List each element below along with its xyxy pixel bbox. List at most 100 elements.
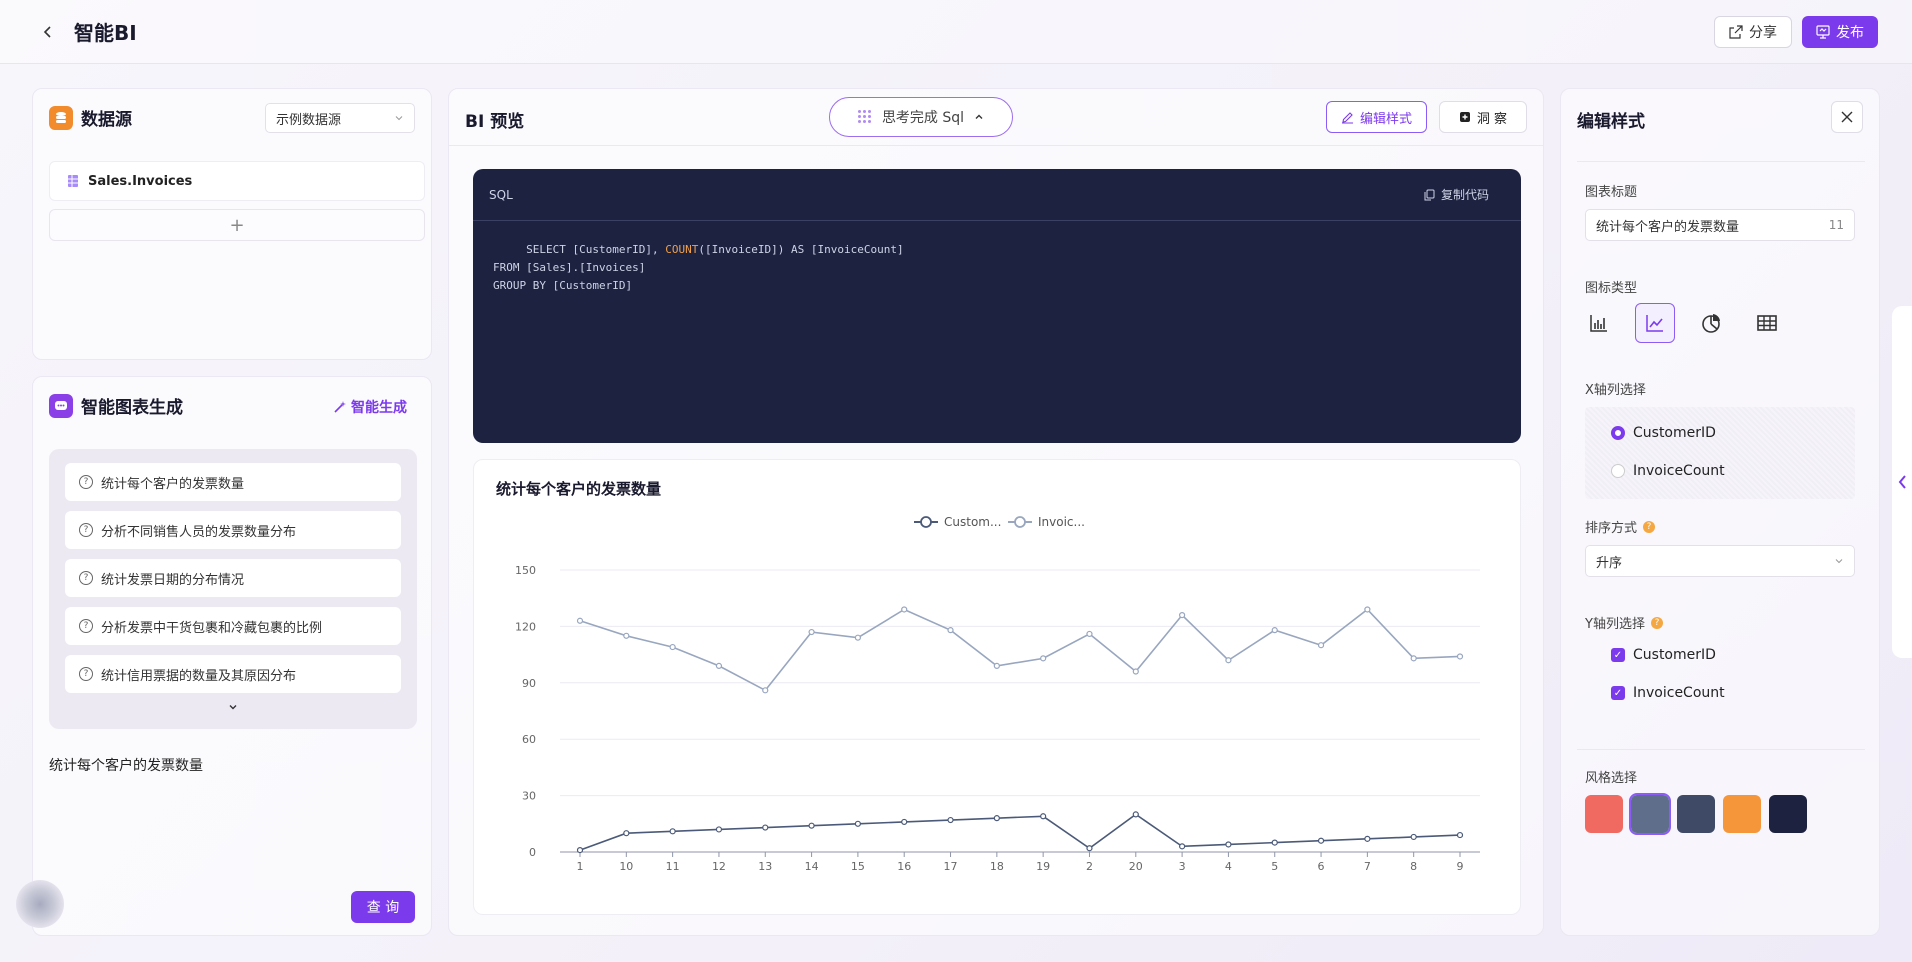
data-point[interactable] [715, 662, 723, 669]
x-option-label: CustomerID [1633, 425, 1716, 441]
style-swatch[interactable] [1769, 795, 1807, 833]
x-option-invoicecount[interactable]: InvoiceCount [1611, 463, 1725, 479]
legend-label[interactable]: Custom... [944, 515, 1001, 529]
suggestion-label: 统计发票日期的分布情况 [101, 572, 245, 588]
help-icon[interactable]: ? [1650, 616, 1663, 629]
assistant-avatar[interactable] [16, 880, 64, 928]
style-swatch[interactable] [1629, 793, 1671, 835]
data-point[interactable] [623, 632, 630, 639]
edit-style-button[interactable]: 编辑样式 [1325, 101, 1427, 133]
data-point[interactable] [576, 617, 584, 624]
x-tick-label: 11 [666, 860, 680, 873]
data-point[interactable] [808, 822, 815, 829]
sql-code[interactable]: SELECT [CustomerID], COUNT([InvoiceID]) … [473, 221, 1521, 315]
series-line[interactable] [579, 813, 1461, 851]
data-point[interactable] [1317, 642, 1325, 649]
data-point[interactable] [669, 643, 676, 651]
suggestion-item[interactable]: ? 分析不同销售人员的发票数量分布 [65, 511, 401, 549]
chart-card: 统计每个客户的发票数量 0 30 60 90 120 150 1 10 11 12 13 14 15 16… [473, 459, 1521, 915]
collapse-panel-icon[interactable] [1892, 306, 1912, 658]
sql-thinking-toggle[interactable]: 思考完成 Sql [829, 97, 1013, 137]
copy-icon [1424, 189, 1435, 200]
data-point[interactable] [762, 824, 769, 831]
data-point[interactable] [1271, 627, 1278, 634]
data-point[interactable] [1410, 655, 1417, 662]
suggestion-item[interactable]: ? 统计发票日期的分布情况 [65, 559, 401, 597]
pie-chart-icon[interactable] [1691, 303, 1731, 343]
publish-button[interactable]: 发布 [1802, 16, 1878, 48]
datasource-header: 数据源 [49, 105, 132, 130]
data-point[interactable] [901, 606, 908, 613]
data-point[interactable] [1364, 835, 1371, 842]
query-input[interactable]: 统计每个客户的发票数量 [49, 758, 203, 774]
data-point[interactable] [1086, 845, 1093, 852]
table-chart-icon[interactable] [1747, 303, 1787, 343]
data-point[interactable] [947, 816, 954, 824]
close-icon[interactable] [1831, 101, 1863, 133]
smart-generate-button[interactable]: 智能生成 [333, 397, 407, 417]
style-swatch[interactable] [1585, 795, 1623, 833]
data-point[interactable] [1456, 653, 1464, 660]
data-point[interactable] [808, 628, 815, 636]
data-point[interactable] [1086, 630, 1093, 638]
data-point[interactable] [576, 847, 584, 854]
style-swatch[interactable] [1677, 795, 1715, 833]
insight-button[interactable]: 洞 察 [1439, 101, 1527, 133]
x-tick-label: 15 [851, 860, 865, 873]
data-point[interactable] [947, 627, 954, 634]
data-point[interactable] [1040, 655, 1047, 662]
data-point[interactable] [1317, 837, 1325, 844]
data-point[interactable] [715, 826, 723, 833]
smart-chart-header: 智能图表生成 [49, 393, 183, 418]
y-tick-label: 120 [515, 620, 536, 633]
bar-chart-icon[interactable] [1579, 303, 1619, 343]
data-point[interactable] [1225, 841, 1232, 848]
data-point[interactable] [1271, 839, 1278, 846]
series-line[interactable] [579, 608, 1461, 692]
query-button[interactable]: 查 询 [351, 891, 415, 923]
y-option-customerid[interactable]: ✓ CustomerID [1611, 647, 1716, 663]
y-tick-label: 60 [522, 733, 536, 746]
data-point[interactable] [1456, 831, 1464, 839]
legend-label[interactable]: Invoic... [1038, 515, 1085, 529]
data-point[interactable] [1132, 668, 1139, 675]
y-option-invoicecount[interactable]: ✓ InvoiceCount [1611, 685, 1725, 701]
suggestion-label: 分析发票中干货包裹和冷藏包裹的比例 [101, 620, 323, 636]
share-button[interactable]: 分享 [1714, 16, 1792, 48]
x-option-customerid[interactable]: CustomerID [1611, 425, 1716, 441]
data-point[interactable] [993, 662, 1000, 669]
data-point[interactable] [1364, 606, 1371, 613]
data-point[interactable] [1132, 811, 1139, 818]
sort-select[interactable]: 升序 [1585, 545, 1855, 577]
expand-more-icon[interactable] [65, 701, 401, 716]
table-item-sales-invoices[interactable]: Sales.Invoices [49, 161, 425, 201]
chart-title-input[interactable]: 统计每个客户的发票数量 11 [1585, 209, 1855, 241]
data-point[interactable] [854, 820, 861, 827]
back-icon[interactable] [32, 16, 64, 48]
data-point[interactable] [1179, 843, 1186, 850]
x-tick-label: 19 [1036, 860, 1050, 873]
help-icon[interactable]: ? [1643, 520, 1656, 533]
char-count: 11 [1828, 218, 1844, 232]
line-chart[interactable]: 0 30 60 90 120 150 1 10 11 12 13 14 15 16 17 18 19 2 20 3 4 5… [474, 460, 1522, 916]
data-point[interactable] [1410, 833, 1417, 841]
suggestion-item[interactable]: ? 统计每个客户的发票数量 [65, 463, 401, 501]
suggestion-item[interactable]: ? 统计信用票据的数量及其原因分布 [65, 655, 401, 693]
data-point[interactable] [854, 634, 861, 641]
share-icon [1729, 25, 1743, 39]
sort-label: 排序方式 ? [1585, 517, 1656, 536]
add-table-button[interactable]: + [49, 209, 425, 241]
data-point[interactable] [993, 815, 1000, 822]
data-point[interactable] [1179, 612, 1186, 619]
copy-code-button[interactable]: 复制代码 [1424, 186, 1489, 203]
suggestion-item[interactable]: ? 分析发票中干货包裹和冷藏包裹的比例 [65, 607, 401, 645]
data-point[interactable] [901, 818, 908, 826]
data-point[interactable] [669, 828, 676, 835]
data-point[interactable] [623, 830, 630, 837]
data-point[interactable] [762, 687, 769, 694]
style-swatch[interactable] [1723, 795, 1761, 833]
line-chart-icon[interactable] [1635, 303, 1675, 343]
data-point[interactable] [1225, 657, 1232, 664]
datasource-select[interactable]: 示例数据源 [265, 103, 415, 133]
data-point[interactable] [1040, 813, 1047, 820]
